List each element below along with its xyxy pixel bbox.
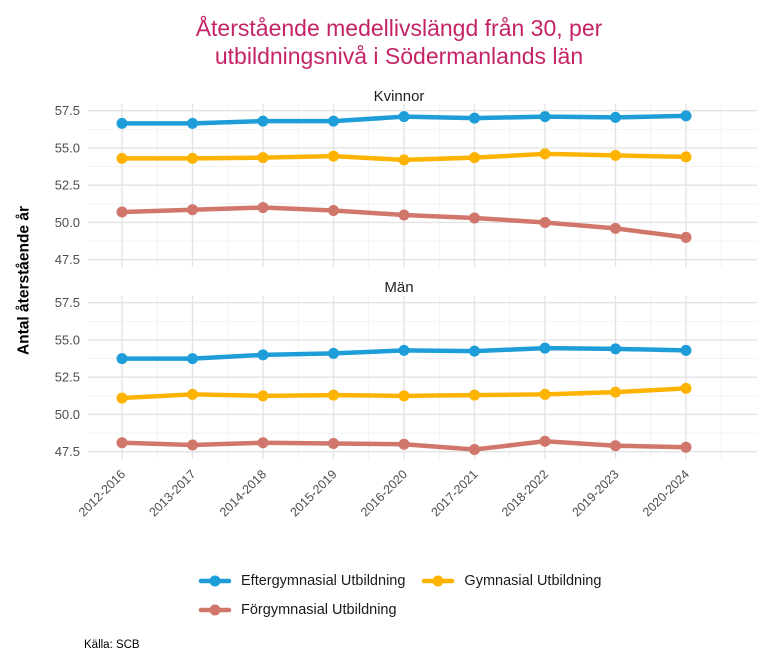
x-tick-label: 2015-2019 [287,467,339,519]
legend-row: Förgymnasial Utbildning [198,601,638,619]
x-axis-labels: 2012-2016 2013-2017 2014-2018 2015-2019 2016… [76,467,692,519]
data-point [328,389,339,401]
y-tick-label: 57.5 [55,296,80,310]
x-tick-label: 2013-2017 [146,467,198,519]
y-tick-label: 57.5 [55,104,80,118]
data-point [680,382,692,394]
data-point [398,154,410,166]
data-point [539,435,551,447]
legend-item-0: Eftergymnasial Utbildning [198,572,405,590]
data-point [469,152,480,164]
x-tick-label: 2018-2022 [499,467,551,519]
panel-title-kvinnor: Kvinnor [373,88,425,105]
data-point [398,209,410,221]
x-tick-label: 2016-2020 [358,467,410,519]
data-point [680,231,692,243]
panel-title-man: Män [384,279,414,296]
data-point [328,115,339,127]
legend: Eftergymnasial Utbildning Gymnasial Utbil… [198,572,638,630]
data-point [610,222,621,234]
y-tick-label: 50.0 [55,215,80,230]
data-point [680,151,692,163]
y-tick-label: 47.5 [55,252,80,267]
chart-title-line1: Återstående medellivslängd från 30, per [195,15,603,41]
data-point [328,438,339,450]
data-point [680,110,692,122]
legend-item-1: Gymnasial Utbildning [421,572,601,590]
data-point [328,347,339,359]
data-point [257,115,269,127]
data-point [610,386,621,398]
panel-kvinnor-plot: 47.5 50.0 52.5 55.0 57.5 [55,104,757,267]
data-point [398,344,410,356]
data-point [187,353,198,365]
legend-label: Gymnasial Utbildning [464,573,602,589]
data-point [469,112,480,124]
y-tick-label: 50.0 [55,407,80,422]
data-point [398,390,410,402]
legend-line-marker-icon [422,575,455,587]
data-point [116,206,128,218]
data-point [116,117,128,129]
data-point [539,148,551,160]
data-point [257,202,269,214]
y-tick-label: 52.5 [55,178,80,193]
data-point [610,111,621,123]
x-tick-label: 2020-2024 [640,467,692,519]
data-point [610,343,621,355]
y-tick-label: 47.5 [55,444,80,459]
chart-title-line2: utbildningsnivå i Södermanlands län [214,43,584,69]
y-tick-label: 55.0 [55,332,80,347]
data-point [257,390,269,402]
legend-item-2: Förgymnasial Utbildning [198,601,397,619]
data-point [116,152,128,164]
data-point [539,342,551,354]
data-point [680,344,692,356]
data-point [187,117,198,129]
y-tick-label: 52.5 [55,370,80,385]
x-tick-label: 2012-2016 [76,467,128,519]
data-point [539,111,551,123]
panel-man-plot: 47.5 50.0 52.5 55.0 57.5 [55,296,757,459]
data-point [469,212,480,224]
data-point [257,437,269,449]
data-point [398,111,410,123]
data-point [539,216,551,228]
x-tick-label: 2014-2018 [217,467,269,519]
data-point [539,388,551,400]
data-point [469,389,480,401]
x-tick-label: 2017-2021 [428,467,480,519]
data-point [187,204,198,216]
data-point [469,345,480,357]
data-point [116,353,128,365]
data-point [328,150,339,162]
legend-line-marker-icon [198,604,232,616]
x-tick-label: 2019-2023 [569,467,621,519]
data-point [328,205,339,217]
legend-label: Förgymnasial Utbildning [241,602,397,618]
data-point [187,439,198,451]
y-tick-label: 55.0 [55,140,80,155]
data-point [187,388,198,400]
data-point [257,152,269,164]
data-point [187,152,198,164]
data-point [398,438,410,450]
legend-row: Eftergymnasial Utbildning Gymnasial Utbil… [198,572,638,590]
legend-line-marker-icon [198,575,232,587]
legend-label: Eftergymnasial Utbildning [241,573,406,589]
data-point [257,349,269,361]
data-point [116,392,128,404]
chart-title: Återstående medellivslängd från 30, per … [30,14,768,70]
data-point [680,441,692,453]
data-point [469,443,480,455]
data-point [116,437,128,449]
source-caption: Källa: SCB [84,639,140,651]
data-point [610,440,621,452]
data-point [610,149,621,161]
